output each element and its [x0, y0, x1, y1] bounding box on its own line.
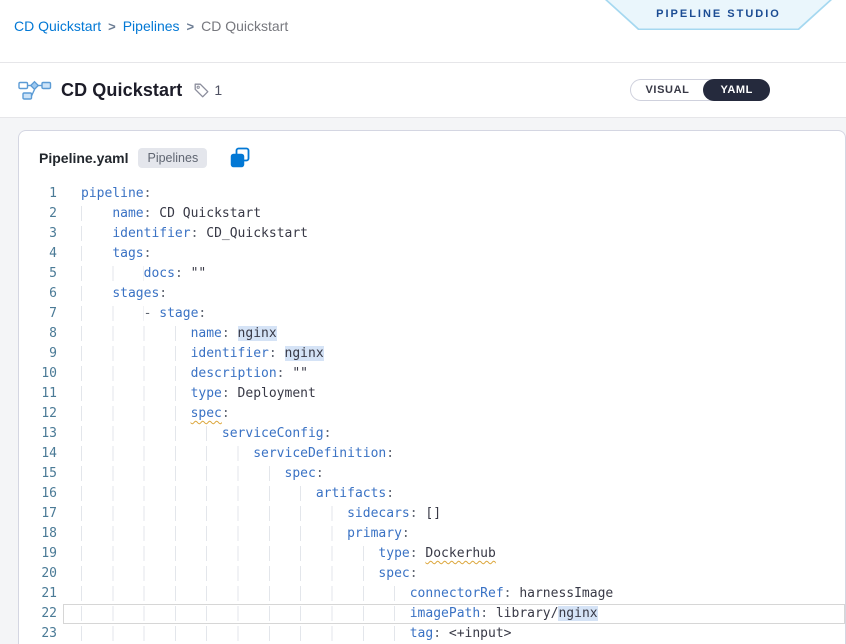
code-area[interactable]: 1 pipeline: 2 name: CD Quickstart 3 identif… [19, 184, 845, 644]
file-name: Pipeline.yaml [39, 150, 129, 166]
editor-header: Pipeline.yaml Pipelines [39, 145, 845, 171]
code-line[interactable]: 23 tag: <+input> [19, 624, 845, 644]
tag-icon [193, 82, 210, 99]
line-number: 1 [49, 186, 57, 201]
line-number: 14 [41, 446, 57, 461]
line-number: 6 [49, 286, 57, 301]
code-line[interactable]: 19 type: Dockerhub [19, 544, 845, 564]
line-number: 21 [41, 586, 57, 601]
divider [0, 62, 846, 63]
divider [0, 117, 846, 118]
breadcrumb: CD Quickstart > Pipelines > CD Quickstar… [14, 18, 288, 34]
page-title: CD Quickstart [61, 79, 183, 100]
toggle-yaml-button[interactable]: YAML [703, 79, 770, 101]
code-line[interactable]: 4 tags: [19, 244, 845, 264]
code-line[interactable]: 2 name: CD Quickstart [19, 204, 845, 224]
line-number: 23 [41, 626, 57, 641]
code-line[interactable]: 14 serviceDefinition: [19, 444, 845, 464]
toggle-visual-button[interactable]: VISUAL [631, 79, 705, 101]
tag-count: 1 [214, 82, 223, 98]
line-number: 7 [49, 306, 57, 321]
code-line[interactable]: 20 spec: [19, 564, 845, 584]
code-line[interactable]: 11 type: Deployment [19, 384, 845, 404]
tags-indicator: 1 [193, 82, 222, 99]
line-number: 19 [41, 546, 57, 561]
line-number: 2 [49, 206, 57, 221]
line-number: 12 [41, 406, 57, 421]
code-line[interactable]: 7 - stage: [19, 304, 845, 324]
line-number: 8 [49, 326, 57, 341]
breadcrumb-link-pipelines[interactable]: Pipelines [122, 18, 180, 34]
breadcrumb-current: CD Quickstart [201, 18, 289, 34]
code-line[interactable]: 8 name: nginx [19, 324, 845, 344]
line-number: 22 [41, 606, 57, 621]
code-line[interactable]: 22 imagePath: library/nginx [19, 604, 845, 624]
code-line[interactable]: 6 stages: [19, 284, 845, 304]
breadcrumb-link-project[interactable]: CD Quickstart [14, 18, 102, 34]
entity-badge: Pipelines [138, 148, 208, 168]
line-number: 18 [41, 526, 57, 541]
breadcrumb-separator: > [186, 18, 195, 34]
banner-label: PIPELINE STUDIO [656, 8, 781, 20]
line-number: 10 [41, 366, 57, 381]
code-line[interactable]: 17 sidecars: [] [19, 504, 845, 524]
pipeline-icon [18, 79, 52, 102]
breadcrumb-separator: > [108, 18, 116, 34]
yaml-editor-panel: Pipeline.yaml Pipelines 1 pipeline: 2 name… [18, 130, 846, 644]
copy-icon [229, 147, 251, 169]
code-line[interactable]: 13 serviceConfig: [19, 424, 845, 444]
line-number: 13 [41, 426, 57, 441]
line-number: 5 [49, 266, 57, 281]
code-line[interactable]: 1 pipeline: [19, 184, 845, 204]
line-number: 9 [49, 346, 57, 361]
title-row: CD Quickstart 1 VISUAL YAML [0, 63, 846, 117]
code-line[interactable]: 9 identifier: nginx [19, 344, 845, 364]
code-line[interactable]: 16 artifacts: [19, 484, 845, 504]
code-line[interactable]: 15 spec: [19, 464, 845, 484]
line-number: 3 [49, 226, 57, 241]
line-number: 17 [41, 506, 57, 521]
copy-button[interactable] [229, 147, 251, 169]
code-line[interactable]: 12 spec: [19, 404, 845, 424]
line-number: 4 [49, 246, 57, 261]
line-number: 15 [41, 466, 57, 481]
code-line[interactable]: 5 docs: "" [19, 264, 845, 284]
code-line[interactable]: 18 primary: [19, 524, 845, 544]
view-toggle: VISUAL YAML [629, 79, 770, 101]
line-number: 11 [41, 386, 57, 401]
code-line[interactable]: 10 description: "" [19, 364, 845, 384]
pipeline-studio-banner: PIPELINE STUDIO [605, 0, 832, 30]
code-line[interactable]: 21 connectorRef: harnessImage [19, 584, 845, 604]
code-line[interactable]: 3 identifier: CD_Quickstart [19, 224, 845, 244]
line-number: 20 [41, 566, 57, 581]
line-number: 16 [41, 486, 57, 501]
